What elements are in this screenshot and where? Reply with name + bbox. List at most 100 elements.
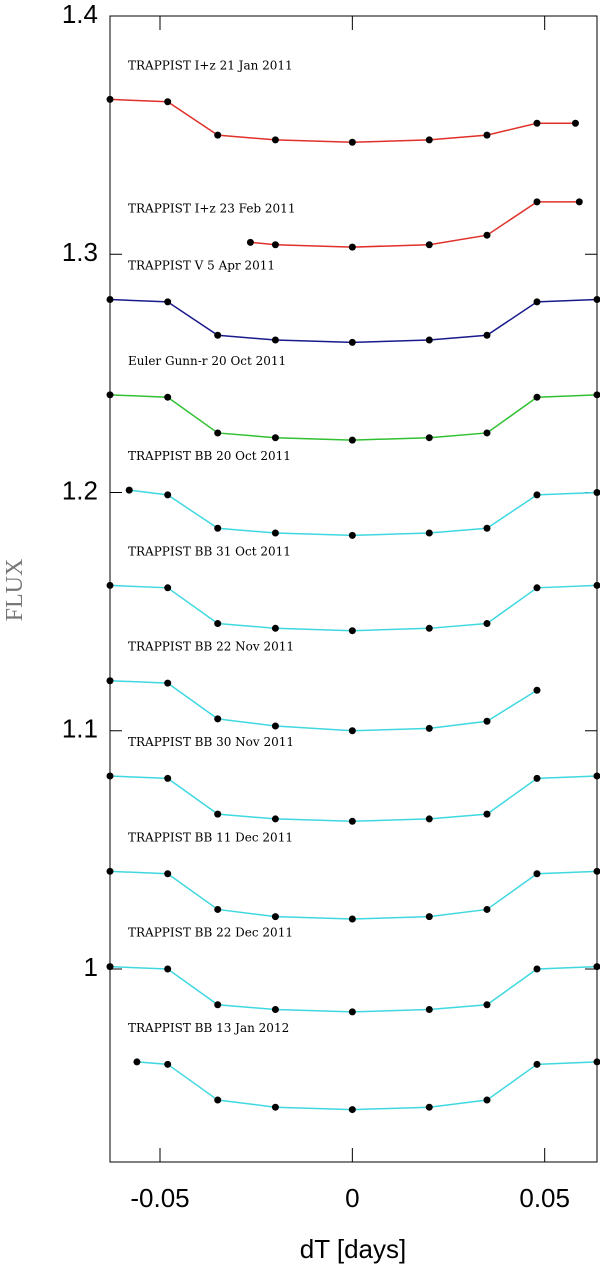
data-point [164, 491, 172, 499]
y-tick-label: 1.1 [62, 714, 98, 744]
data-point [271, 434, 279, 442]
model-line [109, 775, 598, 823]
data-point [348, 915, 356, 923]
data-point [483, 524, 491, 532]
data-point [133, 1058, 141, 1066]
data-point [425, 529, 433, 537]
data-point [533, 774, 541, 782]
data-point [164, 393, 172, 401]
data-point [271, 815, 279, 823]
data-point [575, 198, 583, 206]
data-point [533, 870, 541, 878]
data-point [483, 231, 491, 239]
x-axis-label: dT [days] [300, 1234, 406, 1264]
x-tick-label: 0.05 [519, 1183, 570, 1213]
data-point [483, 131, 491, 139]
data-point [106, 772, 114, 780]
y-tick-label: 1.4 [62, 0, 98, 29]
data-point [533, 198, 541, 206]
data-point [533, 1060, 541, 1068]
data-point [271, 336, 279, 344]
y-tick-label: 1.2 [62, 475, 98, 505]
data-point [425, 434, 433, 442]
data-point [106, 677, 114, 685]
y-tick-label: 1.3 [62, 237, 98, 267]
model-line [136, 1061, 598, 1111]
data-point [246, 238, 254, 246]
data-point [164, 298, 172, 306]
data-point [483, 1001, 491, 1009]
data-point [483, 810, 491, 818]
data-point [483, 331, 491, 339]
data-point [106, 391, 114, 399]
data-point [348, 817, 356, 825]
model-line [250, 201, 580, 248]
series-label: Euler Gunn-r 20 Oct 2011 [128, 354, 286, 368]
data-point [164, 870, 172, 878]
series-label: TRAPPIST BB 11 Dec 2011 [128, 830, 293, 844]
data-point [533, 686, 541, 694]
data-point [348, 243, 356, 251]
data-point [571, 119, 579, 127]
data-point [214, 1001, 222, 1009]
data-point [483, 717, 491, 725]
data-point [533, 298, 541, 306]
data-point [533, 393, 541, 401]
data-point [425, 1006, 433, 1014]
data-point [106, 581, 114, 589]
data-point [348, 1106, 356, 1114]
data-point [271, 136, 279, 144]
data-point [593, 1058, 600, 1066]
data-point [593, 296, 600, 304]
data-point [533, 119, 541, 127]
series-label: TRAPPIST BB 31 Oct 2011 [128, 544, 291, 558]
data-point [348, 338, 356, 346]
data-point [348, 1008, 356, 1016]
y-axis-label: FLUX [2, 559, 28, 622]
data-point [348, 531, 356, 539]
data-point [164, 679, 172, 687]
data-point [533, 965, 541, 973]
series-label: TRAPPIST I+z 21 Jan 2011 [128, 58, 293, 72]
data-point [425, 913, 433, 921]
data-point [425, 724, 433, 732]
data-point [125, 486, 133, 494]
data-point [533, 584, 541, 592]
data-point [483, 429, 491, 437]
data-point [348, 138, 356, 146]
data-point [348, 727, 356, 735]
model-line [109, 298, 598, 344]
data-point [425, 336, 433, 344]
data-point [593, 489, 600, 497]
data-point [164, 584, 172, 592]
data-point [425, 815, 433, 823]
x-tick-label: -0.05 [130, 1183, 189, 1213]
data-point [271, 624, 279, 632]
data-point [425, 136, 433, 144]
data-point [164, 965, 172, 973]
model-line [109, 965, 598, 1013]
series-label: TRAPPIST V 5 Apr 2011 [128, 259, 275, 273]
data-point [106, 95, 114, 103]
data-point [214, 1096, 222, 1104]
plot-frame [109, 15, 598, 1163]
model-line [109, 679, 538, 732]
series-label: TRAPPIST BB 22 Nov 2011 [128, 640, 294, 654]
data-point [271, 1006, 279, 1014]
data-point [593, 963, 600, 971]
data-point [214, 810, 222, 818]
data-point [164, 1060, 172, 1068]
data-point [593, 391, 600, 399]
data-point [214, 524, 222, 532]
data-point [106, 296, 114, 304]
data-point [271, 529, 279, 537]
data-point [214, 429, 222, 437]
data-point [483, 620, 491, 628]
data-point [425, 624, 433, 632]
data-point [593, 772, 600, 780]
data-point [214, 620, 222, 628]
data-point [164, 98, 172, 106]
data-point [214, 131, 222, 139]
data-point [425, 1103, 433, 1111]
